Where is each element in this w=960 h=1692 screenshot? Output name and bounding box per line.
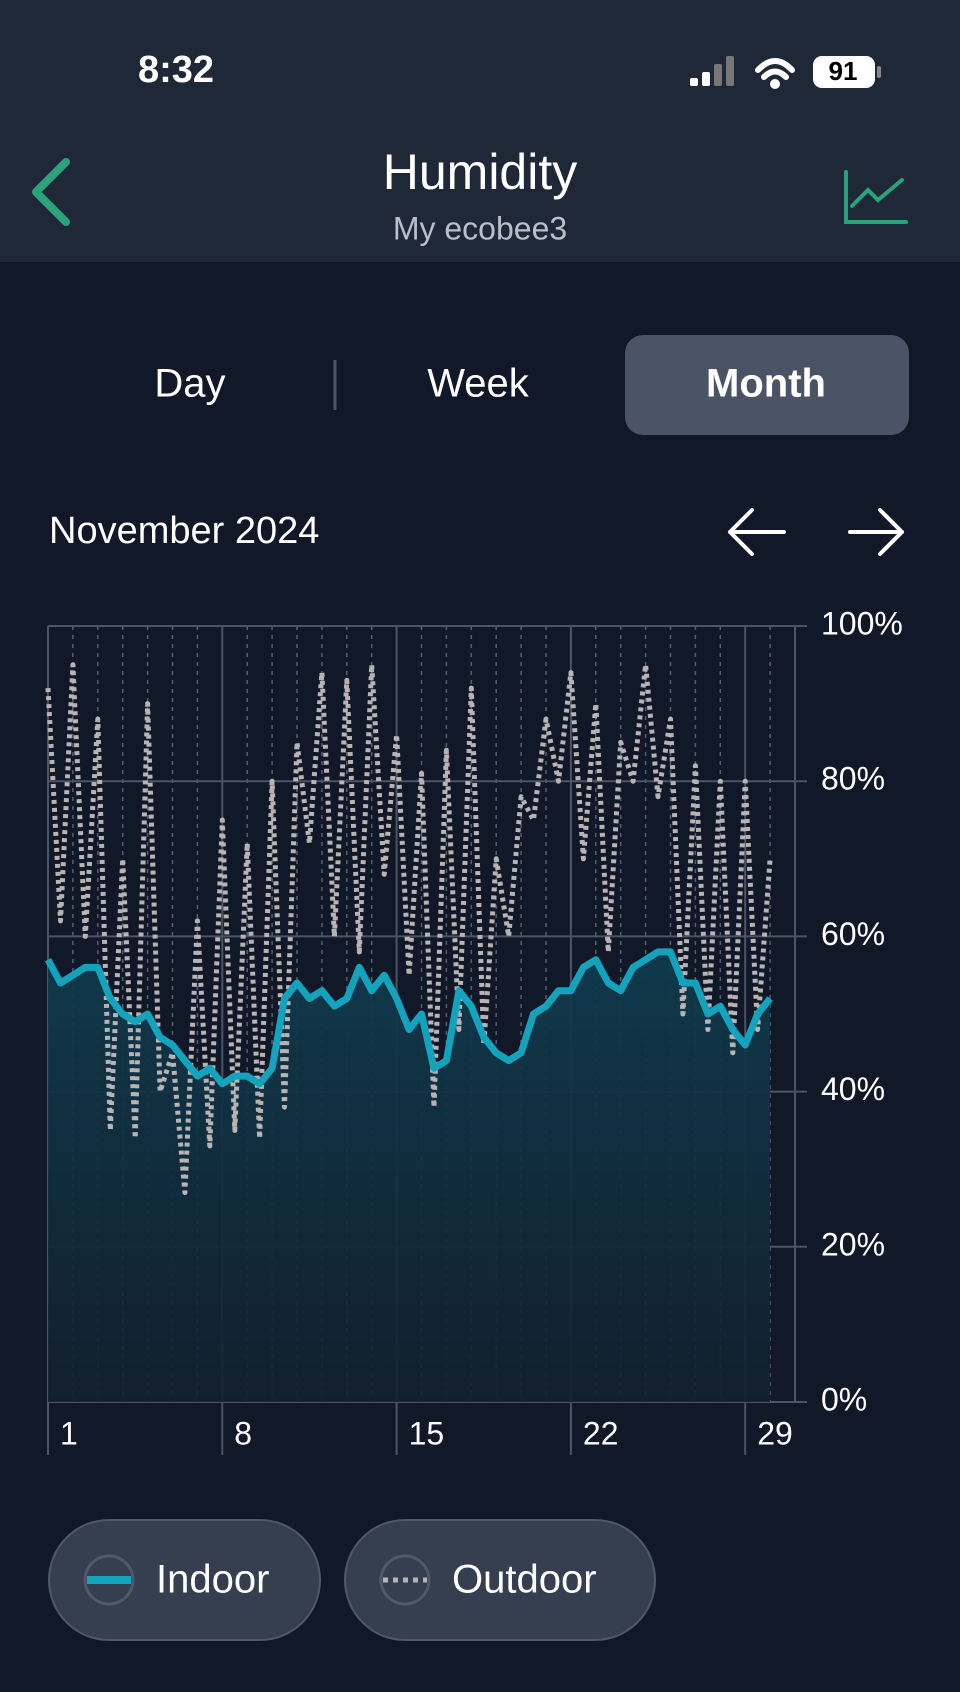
back-button[interactable] [32, 158, 70, 226]
y-tick-label: 20% [821, 1226, 885, 1262]
tab[interactable]: Month [706, 362, 826, 406]
clock: 8:32 [138, 49, 214, 91]
legend-icon-ring [83, 1554, 135, 1606]
page-title: Humidity [383, 144, 577, 200]
tab-selected-bg [625, 335, 909, 435]
legend: Indoor Outdoor [48, 1519, 656, 1641]
x-tick-label: 22 [583, 1415, 619, 1451]
y-tick-label: 0% [821, 1381, 867, 1417]
signal [690, 56, 734, 86]
series-line [44, 948, 773, 1088]
y-tick-label: 80% [821, 761, 885, 797]
x-tick-label: 1 [60, 1415, 78, 1451]
chart: 0% 20% 40% 60% 80% 100% 1 8 15 22 29 [44, 605, 903, 1455]
wifi-dot [770, 79, 780, 89]
legend-label[interactable]: Outdoor [452, 1558, 597, 1602]
battery [813, 56, 875, 88]
tab[interactable]: Day [154, 362, 225, 406]
legend-pill[interactable] [344, 1519, 656, 1641]
legend-label[interactable]: Indoor [156, 1558, 269, 1602]
prev-button[interactable] [728, 508, 786, 556]
next-button[interactable] [848, 508, 904, 556]
page-subtitle: My ecobee3 [393, 210, 567, 246]
chart-icon[interactable] [844, 170, 908, 224]
y-tick-label: 60% [821, 916, 885, 952]
series-line [45, 662, 773, 1195]
x-tick-label: 15 [409, 1415, 445, 1451]
y-tick-label: 40% [821, 1071, 885, 1107]
area [48, 951, 771, 1402]
legend-pill[interactable] [48, 1519, 321, 1641]
battery-tip [877, 66, 881, 78]
header-bg [0, 0, 960, 262]
tab[interactable]: Week [427, 362, 530, 406]
y-tick-label: 100% [821, 605, 903, 641]
battery-level: 91 [829, 56, 858, 86]
legend-icon-ring [379, 1554, 431, 1606]
wifi-icon [755, 58, 795, 80]
x-tick-label: 29 [757, 1415, 793, 1451]
period-label: November 2024 [49, 510, 319, 552]
x-tick-label: 8 [234, 1415, 252, 1451]
